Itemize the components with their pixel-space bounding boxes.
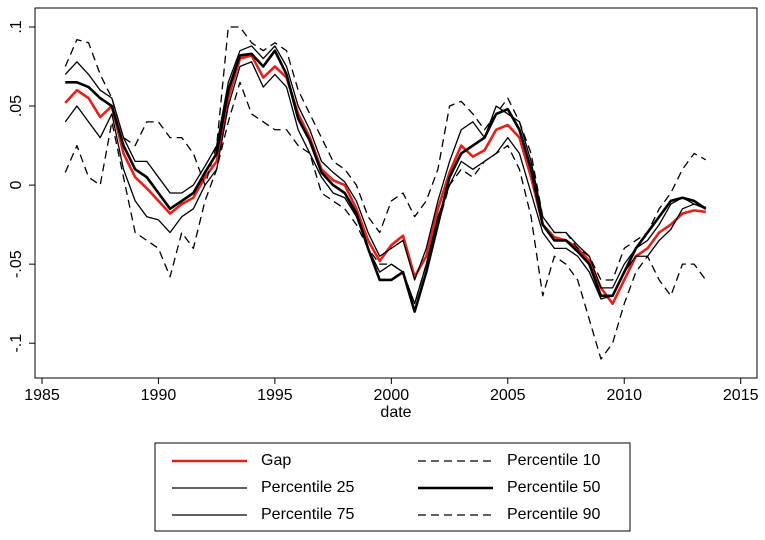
y-tick-label: .1: [8, 20, 25, 33]
series-line: [64, 26, 707, 281]
x-tick-label: 2015: [723, 387, 759, 404]
y-tick-label: -.1: [8, 334, 25, 353]
y-tick-label: -.05: [8, 250, 25, 278]
legend-box: [154, 442, 631, 532]
x-tick-label: 2010: [606, 387, 642, 404]
legend-label: Percentile 25: [261, 479, 354, 496]
x-tick-label: 2005: [490, 387, 526, 404]
x-tick-label: 1985: [24, 387, 60, 404]
legend-label: Percentile 10: [507, 452, 600, 469]
x-tick-label: 1990: [141, 387, 177, 404]
plot-frame: [34, 7, 758, 379]
series-line: [64, 81, 707, 360]
x-axis-title: date: [380, 404, 411, 421]
legend-label: Percentile 75: [261, 506, 354, 523]
legend-label: Gap: [261, 452, 291, 469]
series-line: [64, 61, 707, 305]
legend-label: Percentile 90: [507, 506, 600, 523]
x-tick-label: 2000: [374, 387, 410, 404]
series-line: [64, 54, 706, 305]
series-line: [65, 49, 707, 313]
y-tick-label: .05: [8, 95, 25, 117]
y-tick-label: 0: [8, 181, 25, 190]
legend-label: Percentile 50: [507, 479, 600, 496]
series-line: [64, 45, 706, 289]
x-tick-label: 1995: [257, 387, 293, 404]
